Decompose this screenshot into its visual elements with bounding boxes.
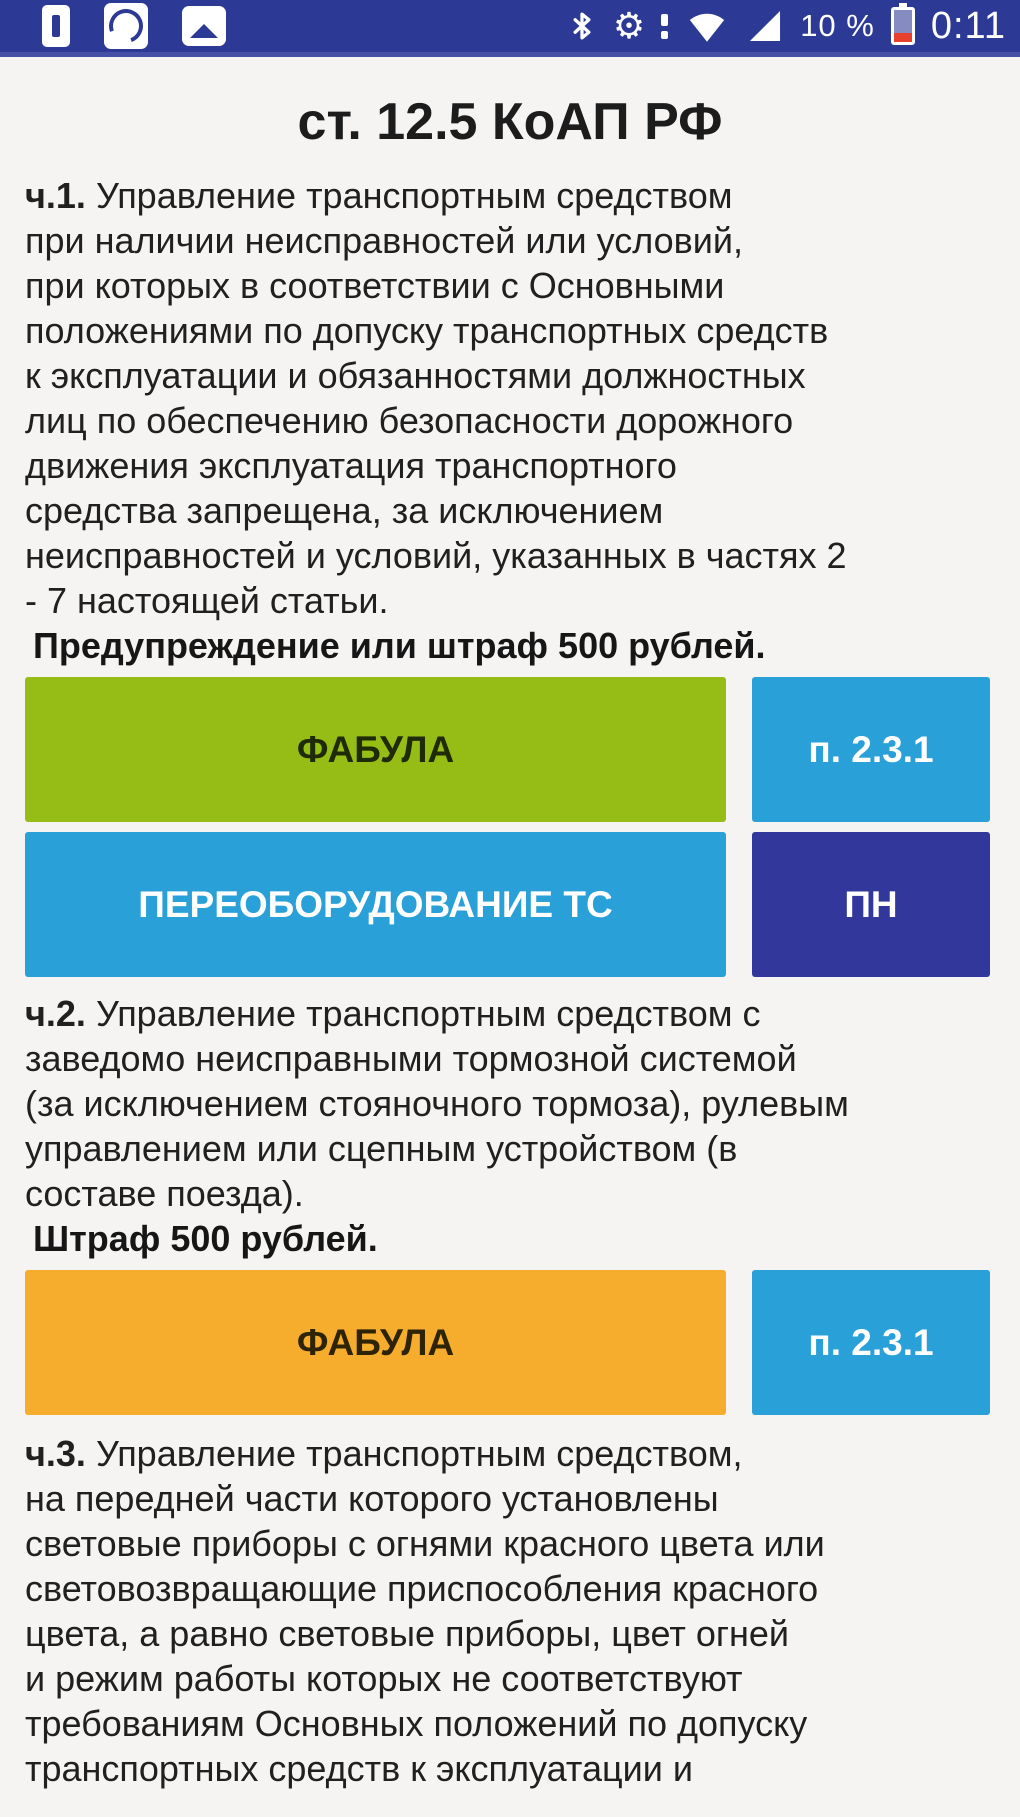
pn-button[interactable]: ПН — [752, 832, 990, 977]
status-bar-system-icons: ⚙ 10 % 0:11 — [567, 3, 1006, 48]
part-1-first-line: Управление транспортным средством — [85, 175, 733, 216]
part-2-button-row: ФАБУЛА п. 2.3.1 — [25, 1270, 990, 1415]
status-bar-notifications — [14, 3, 226, 49]
part-3-body: на передней части которого установлены с… — [25, 1478, 825, 1789]
vibrate-icon — [661, 13, 669, 39]
part-1-number: ч.1. — [25, 175, 86, 216]
wifi-icon — [690, 13, 725, 42]
battery-notification-icon — [42, 5, 70, 47]
status-bar: ⚙ 10 % 0:11 — [0, 0, 1020, 57]
cellular-signal-icon — [750, 10, 781, 42]
fabula-button-part1[interactable]: ФАБУЛА — [25, 677, 726, 822]
app-notification-icon — [103, 3, 149, 49]
part-2-first-line: Управление транспортным средством с — [85, 993, 761, 1034]
part-2-section: ч.2. Управление транспортным средством с… — [0, 991, 1020, 1415]
bluetooth-icon — [573, 12, 591, 40]
battery-icon — [890, 3, 915, 45]
part-3-section: ч.3. Управление транспортным средством, … — [0, 1431, 1020, 1791]
part-1-section: ч.1. Управление транспортным средством п… — [0, 173, 1020, 977]
part-1-button-row-1: ФАБУЛА п. 2.3.1 — [25, 677, 990, 822]
part-1-body: при наличии неисправностей или условий, … — [25, 220, 847, 621]
part-2-number: ч.2. — [25, 993, 86, 1034]
fabula-button-part2[interactable]: ФАБУЛА — [25, 1270, 726, 1415]
part-3-text: ч.3. Управление транспортным средством, … — [0, 1431, 1020, 1791]
article-page: ст. 12.5 КоАП РФ ч.1. Управление транспо… — [0, 91, 1020, 1791]
part-2-text: ч.2. Управление транспортным средством с… — [0, 991, 1020, 1216]
part-3-number: ч.3. — [25, 1433, 86, 1474]
part-1-text: ч.1. Управление транспортным средством п… — [0, 173, 1020, 623]
part-2-penalty: Штраф 500 рублей. — [33, 1218, 378, 1259]
point-2-3-1-button-part1[interactable]: п. 2.3.1 — [752, 677, 990, 822]
point-2-3-1-button-part2[interactable]: п. 2.3.1 — [752, 1270, 990, 1415]
part-1-penalty: Предупреждение или штраф 500 рублей. — [33, 625, 766, 666]
part-2-body: заведомо неисправными тормозной системой… — [25, 1038, 849, 1214]
clock-label: 0:11 — [930, 4, 1006, 47]
battery-percent-label: 10 % — [800, 8, 875, 43]
page-title: ст. 12.5 КоАП РФ — [297, 93, 723, 151]
screenshot-notification-icon — [182, 6, 226, 46]
part-1-button-row-2: ПЕРЕОБОРУДОВАНИЕ ТС ПН — [25, 832, 990, 977]
part-3-first-line: Управление транспортным средством, — [85, 1433, 743, 1474]
gear-icon: ⚙ — [612, 5, 646, 46]
retrofit-ts-button[interactable]: ПЕРЕОБОРУДОВАНИЕ ТС — [25, 832, 726, 977]
